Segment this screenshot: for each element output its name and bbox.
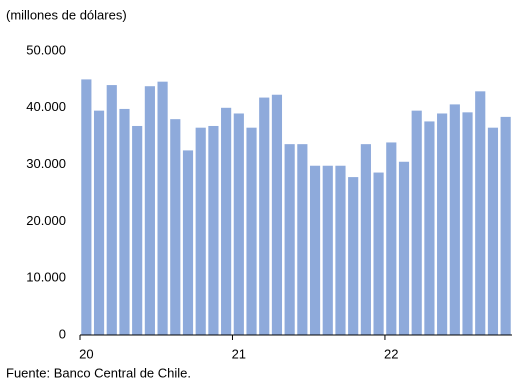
bar (221, 107, 232, 335)
bar (106, 85, 117, 335)
y-tick-label: 10.000 (26, 270, 66, 285)
bar (462, 112, 473, 336)
y-tick-label: 0 (59, 326, 66, 341)
bar (360, 144, 371, 335)
bar (297, 144, 308, 335)
bar (449, 104, 460, 335)
bar (271, 94, 283, 336)
bar (144, 86, 155, 335)
bar (386, 142, 397, 335)
bar (208, 125, 219, 335)
bar (335, 165, 346, 335)
bar (182, 150, 194, 335)
y-tick-label: 40.000 (26, 99, 66, 114)
source-note: Fuente: Banco Central de Chile. (6, 365, 191, 380)
y-tick-label: 20.000 (26, 213, 66, 228)
bar (373, 172, 384, 335)
bar (487, 127, 499, 336)
x-tick-label: 20 (79, 346, 93, 361)
y-tick-label: 30.000 (26, 156, 66, 171)
x-tick-label: 21 (232, 346, 246, 361)
bar (284, 144, 295, 335)
bar (233, 113, 244, 335)
bar (398, 161, 410, 335)
chart-title: (millones de dólares) (6, 7, 127, 22)
bar (195, 127, 206, 336)
bar (411, 110, 422, 335)
bar (157, 81, 168, 335)
bar (424, 121, 435, 335)
bar (322, 165, 333, 335)
x-tick-label: 22 (384, 346, 398, 361)
bar (132, 125, 143, 335)
bar (170, 119, 181, 335)
bar (348, 177, 359, 335)
bar (500, 116, 511, 335)
bar (81, 79, 92, 336)
y-tick-label: 50.000 (26, 42, 66, 57)
bar (246, 127, 257, 336)
bar (437, 113, 448, 335)
bar (93, 110, 105, 335)
bar (309, 165, 321, 335)
bar (119, 108, 130, 335)
bar (259, 97, 270, 336)
bar (475, 91, 486, 335)
